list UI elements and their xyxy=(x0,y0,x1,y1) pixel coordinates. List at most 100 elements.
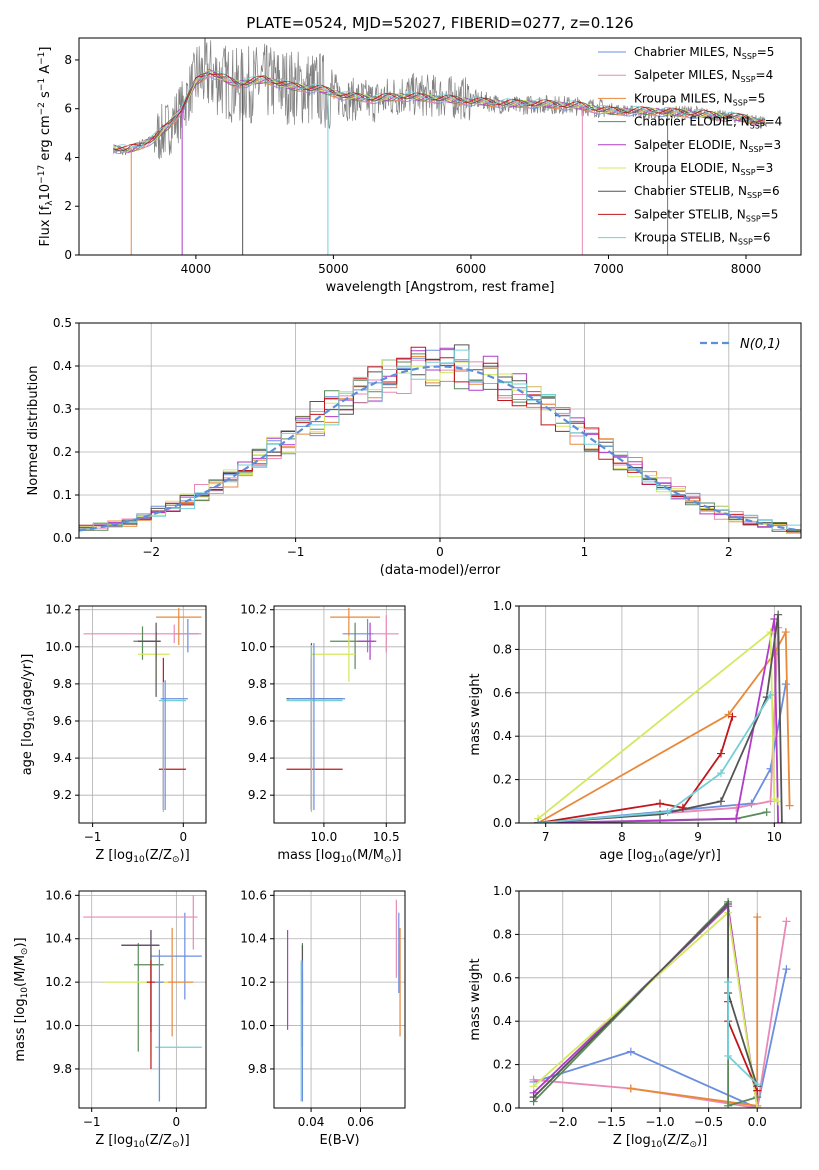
mass-weight-marker xyxy=(774,610,783,619)
label-part: −17 xyxy=(37,165,47,184)
panel-residuals: −2 −1 0 1 2 0.0 0.1 0.2 0.3 0.4 0.5 (data-model)/er… xyxy=(26,316,802,578)
plot-area xyxy=(286,899,401,1102)
y-axis-label: mass weight xyxy=(468,673,483,755)
x-tick-label: 2 xyxy=(725,545,733,559)
panel-age-vs-metallicity: −1 0 9.2 9.4 9.6 9.8 10.0 10.2 Z [log10​(Z/Z⊙​)]… xyxy=(20,603,207,865)
x-tick-label: 9 xyxy=(694,830,702,844)
mass-weight-marker xyxy=(724,1101,733,1108)
mass-weight-marker xyxy=(732,814,741,823)
mass-weight-marker xyxy=(716,749,725,758)
mass-weight-marker xyxy=(782,965,791,974)
figure-title: PLATE=0524, MJD=52027, FIBERID=0277, z=0… xyxy=(246,14,633,32)
legend-tail: =6 xyxy=(753,231,771,245)
plot-area xyxy=(113,38,767,255)
label-part: Flux [f xyxy=(38,205,53,246)
mass-weight-marker xyxy=(529,1093,538,1102)
label-part: )] xyxy=(13,937,28,947)
axes-frame xyxy=(78,890,207,1109)
mass-weight-marker xyxy=(785,801,794,810)
label-part: ⊙ xyxy=(172,855,180,865)
label-part: λ xyxy=(45,200,55,206)
legend-text: Kroupa STELIB, N xyxy=(634,231,738,245)
mass-weight-marker xyxy=(716,797,725,806)
panel-mass-weight-vs-metallicity: −2.0 −1.5 −1.0 −0.5 0.0 0.0 0.2 0.4 0.6 0.8 1.0 Z [… xyxy=(468,884,802,1150)
mass-weight-line xyxy=(537,628,791,823)
normal-distribution-curve xyxy=(79,365,801,532)
mass-weight-marker xyxy=(724,1051,733,1060)
x-tick-label: −1.5 xyxy=(597,1115,626,1129)
mass-weight-line xyxy=(532,899,758,1108)
x-tick-label: 10.0 xyxy=(311,830,338,844)
label-part: Z [log xyxy=(613,1133,651,1148)
label-part: )] xyxy=(697,1133,707,1148)
y-axis-label: mass [log10​(M/M⊙​)] xyxy=(13,937,30,1061)
y-tick-label: 0.8 xyxy=(493,642,512,656)
legend-label: Kroupa STELIB, NSSP=6 xyxy=(634,231,771,247)
label-part: ⊙ xyxy=(20,948,30,956)
mass-weight-marker xyxy=(716,769,725,778)
legend-label: Salpeter MILES, NSSP=4 xyxy=(634,68,773,84)
y-tick-label: 0.1 xyxy=(53,488,72,502)
label-part: )] xyxy=(180,848,190,863)
legend-text: Chabrier STELIB, N xyxy=(634,184,747,198)
legend-text: Chabrier MILES, N xyxy=(634,45,742,59)
label-part: age [log xyxy=(20,722,35,775)
mass-weight-marker xyxy=(678,803,687,812)
label-part: 10 xyxy=(133,855,145,865)
y-tick-label: 9.6 xyxy=(53,714,72,728)
legend-subscript: SSP xyxy=(748,145,763,154)
y-tick-label: 9.2 xyxy=(248,788,267,802)
panel-mass-weight-vs-age: 7 8 9 10 0.0 0.2 0.4 0.6 0.8 1.0 age [log10​(age/y… xyxy=(468,599,802,865)
model-spectrum-line xyxy=(113,76,766,154)
x-tick-label: 0.0 xyxy=(748,1115,767,1129)
x-tick-label: 0.06 xyxy=(347,1115,374,1129)
legend-subscript: SSP xyxy=(733,98,748,107)
y-tick-label: 10.6 xyxy=(240,888,267,902)
mass-weight-marker xyxy=(766,690,775,699)
y-tick-label: 0.4 xyxy=(493,729,512,743)
y-tick-label: 9.8 xyxy=(53,677,72,691)
label-part: mass [log xyxy=(13,998,28,1061)
y-tick-label: 0.0 xyxy=(493,816,512,830)
mass-weight-marker xyxy=(753,913,762,922)
mass-weight-marker xyxy=(781,628,790,637)
y-tick-label: 10.2 xyxy=(240,603,267,617)
label-part: 10 xyxy=(651,1140,663,1150)
label-part: (M/M xyxy=(13,955,28,987)
legend-label: Chabrier STELIB, NSSP=6 xyxy=(634,184,780,200)
mass-weight-marker xyxy=(762,808,771,817)
y-tick-label: 6 xyxy=(64,102,72,116)
y-tick-label: 10.2 xyxy=(45,975,72,989)
legend-text: Salpeter ELODIE, N xyxy=(634,138,748,152)
mass-weight-line xyxy=(533,921,788,1108)
x-axis-label: Z [log10​(Z/Z⊙​)] xyxy=(613,1133,707,1150)
label-part: ] xyxy=(38,47,53,52)
mass-weight-marker xyxy=(534,819,543,823)
label-part: 10 xyxy=(27,710,37,722)
mass-weight-marker xyxy=(753,1080,762,1089)
x-axis-label: (data-model)/error xyxy=(380,563,501,578)
legend-text: Salpeter STELIB, N xyxy=(634,207,746,221)
x-tick-label: 0 xyxy=(173,1115,181,1129)
mass-weight-line xyxy=(538,694,772,823)
y-tick-label: 0.5 xyxy=(53,316,72,330)
legend-label: Salpeter ELODIE, NSSP=3 xyxy=(634,138,781,154)
legend-label: Chabrier MILES, NSSP=5 xyxy=(634,45,774,61)
x-tick-label: 8000 xyxy=(731,262,762,276)
plot-area xyxy=(83,607,202,812)
axes-frame xyxy=(273,605,406,824)
legend-label: Kroupa MILES, NSSP=5 xyxy=(634,91,765,107)
legend-tail: =3 xyxy=(756,161,774,175)
y-tick-label: 8 xyxy=(64,53,72,67)
label-part: ⊙ xyxy=(384,855,392,865)
x-tick-label: −1 xyxy=(287,545,305,559)
x-tick-label: −1 xyxy=(84,830,102,844)
axes-frame xyxy=(518,605,802,824)
label-part: −1 xyxy=(37,78,47,91)
mass-weight-marker xyxy=(529,1082,538,1091)
x-tick-label: −1.0 xyxy=(645,1115,674,1129)
y-tick-label: 0.2 xyxy=(493,1058,512,1072)
plot-area xyxy=(79,344,801,536)
mass-weight-line xyxy=(533,910,759,1108)
